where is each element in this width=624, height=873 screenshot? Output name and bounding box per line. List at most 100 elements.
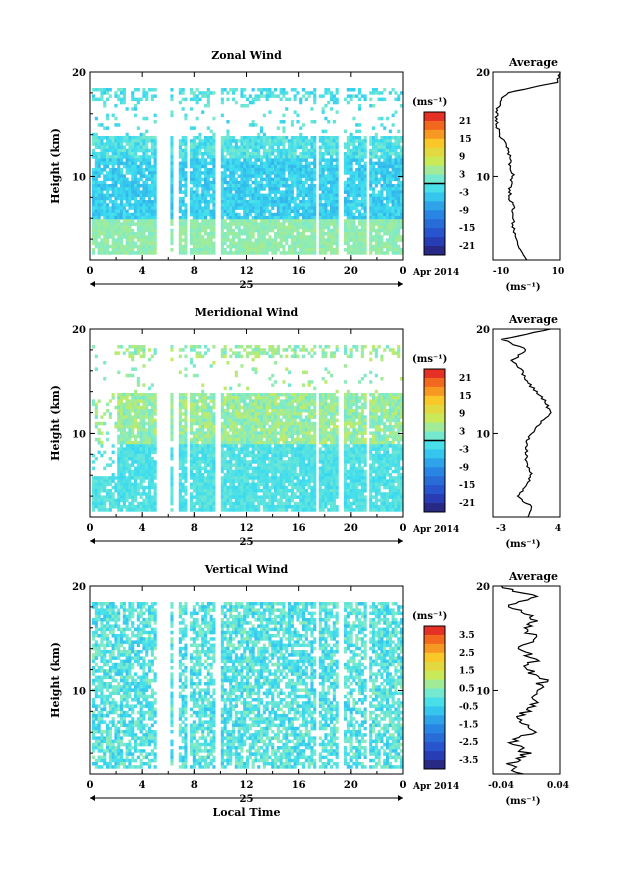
month-label: Apr 2014 <box>412 268 459 278</box>
colorbar-segment <box>424 422 445 432</box>
average-frame <box>492 585 561 775</box>
avg-y-tick-label: 10 <box>476 429 490 440</box>
colorbar-tick-label: 0.5 <box>459 685 475 695</box>
colorbar-tick-label: -2.5 <box>459 738 478 748</box>
colorbar-tick-label: -15 <box>459 224 475 234</box>
colorbar-segment <box>424 697 445 707</box>
colorbar-tick-label: 9 <box>459 153 465 163</box>
colorbar-segment <box>424 503 445 513</box>
date-label: 25 <box>240 280 254 291</box>
colorbar-segment <box>424 237 445 247</box>
y-axis-label: Height (km) <box>49 642 62 718</box>
x-tick-label: 12 <box>240 780 254 791</box>
colorbar-unit: (ms⁻¹) <box>412 97 447 108</box>
date-bar-right-arrow <box>398 538 403 544</box>
x-tick-label: 4 <box>139 266 146 277</box>
colorbar-segment <box>424 219 445 229</box>
avg-x-tick-label: -10 <box>493 267 509 277</box>
avg-x-tick-label: 10 <box>552 267 565 277</box>
colorbar-tick-label: -1.5 <box>459 720 478 730</box>
avg-y-tick-label: 10 <box>476 172 490 183</box>
date-bar-left-arrow <box>90 281 95 287</box>
x-tick-label: 20 <box>344 266 358 277</box>
colorbar-tick-label: -3.5 <box>459 756 478 766</box>
x-tick-label: 16 <box>292 780 306 791</box>
date-label: 25 <box>240 537 254 548</box>
x-tick-label: 8 <box>191 266 198 277</box>
x-tick-label: 0 <box>87 780 94 791</box>
colorbar-segment <box>424 183 445 193</box>
colorbar-segment <box>424 458 445 468</box>
x-axis-label: Local Time <box>213 806 281 819</box>
colorbar-unit: (ms⁻¹) <box>412 611 447 622</box>
colorbar-tick-label: 3 <box>459 171 465 181</box>
colorbar-tick-label: -9 <box>459 463 469 473</box>
colorbar-tick-label: 3.5 <box>459 631 475 641</box>
colorbar-segment <box>424 715 445 725</box>
average-title: Average <box>508 570 558 583</box>
y-axis-label: Height (km) <box>49 128 62 204</box>
colorbar-segment <box>424 377 445 388</box>
colorbar-segment <box>424 129 445 140</box>
colorbar-tick-label: -0.5 <box>459 702 478 712</box>
panel-title: Meridional Wind <box>195 306 299 319</box>
colorbar-tick-label: 21 <box>459 117 472 127</box>
colorbar-segment <box>424 742 445 752</box>
colorbar-segment <box>424 494 445 504</box>
y-axis-label: Height (km) <box>49 385 62 461</box>
avg-x-tick-label: -3 <box>496 524 506 534</box>
avg-x-tick-label: -0.04 <box>488 781 514 791</box>
colorbar-segment <box>424 386 445 397</box>
avg-x-label: (ms⁻¹) <box>505 796 540 807</box>
avg-y-tick-label: 20 <box>476 325 490 336</box>
colorbar-tick-label: 3 <box>459 428 465 438</box>
y-tick-label: 10 <box>72 686 86 697</box>
colorbar-segment <box>424 449 445 459</box>
colorbar-segment <box>424 724 445 734</box>
colorbar-segment <box>424 165 445 175</box>
colorbar-segment <box>424 467 445 477</box>
colorbar-segment <box>424 440 445 450</box>
average-profile: Average 10 20 -3 4 (ms⁻¹) <box>476 313 561 550</box>
month-label: Apr 2014 <box>412 525 459 535</box>
x-tick-label: 16 <box>292 266 306 277</box>
colorbar-segment <box>424 679 445 689</box>
colorbar-tick-label: 15 <box>459 392 472 402</box>
colorbar-segment <box>424 760 445 770</box>
x-tick-label: 16 <box>292 523 306 534</box>
x-tick-label: 20 <box>344 523 358 534</box>
x-tick-label: 0 <box>400 780 407 791</box>
colorbar-tick-label: -9 <box>459 206 469 216</box>
colorbar-segment <box>424 228 445 238</box>
colorbar-segment <box>424 688 445 698</box>
colorbar-tick-label: 9 <box>459 410 465 420</box>
avg-x-tick-label: 0.04 <box>547 781 569 791</box>
colorbar-tick-label: -21 <box>459 499 475 509</box>
colorbar-tick-label: -21 <box>459 242 475 252</box>
heatmap-field <box>92 602 404 769</box>
y-tick-label: 10 <box>72 429 86 440</box>
average-title: Average <box>508 313 558 326</box>
panel-title: Vertical Wind <box>204 563 289 576</box>
avg-x-label: (ms⁻¹) <box>505 539 540 550</box>
average-profile-line <box>501 328 552 518</box>
colorbar-segment <box>424 626 445 636</box>
avg-x-tick-label: 4 <box>555 524 561 534</box>
x-tick-label: 4 <box>139 523 146 534</box>
x-tick-label: 0 <box>87 266 94 277</box>
colorbar-tick-label: 21 <box>459 374 472 384</box>
date-bar-left-arrow <box>90 538 95 544</box>
colorbar-segment <box>424 369 445 379</box>
colorbar-segment <box>424 120 445 131</box>
avg-y-tick-label: 20 <box>476 582 490 593</box>
colorbar-segment <box>424 201 445 211</box>
average-profile: Average 10 20 -10 10 (ms⁻¹) <box>476 56 564 293</box>
colorbar-segment <box>424 476 445 486</box>
colorbar-segment <box>424 210 445 220</box>
colorbar <box>423 625 446 770</box>
colorbar-segment <box>424 413 445 424</box>
y-tick-label: 20 <box>72 325 86 336</box>
colorbar-segment <box>424 733 445 743</box>
colorbar-tick-label: -3 <box>459 188 469 198</box>
colorbar-tick-label: 15 <box>459 135 472 145</box>
